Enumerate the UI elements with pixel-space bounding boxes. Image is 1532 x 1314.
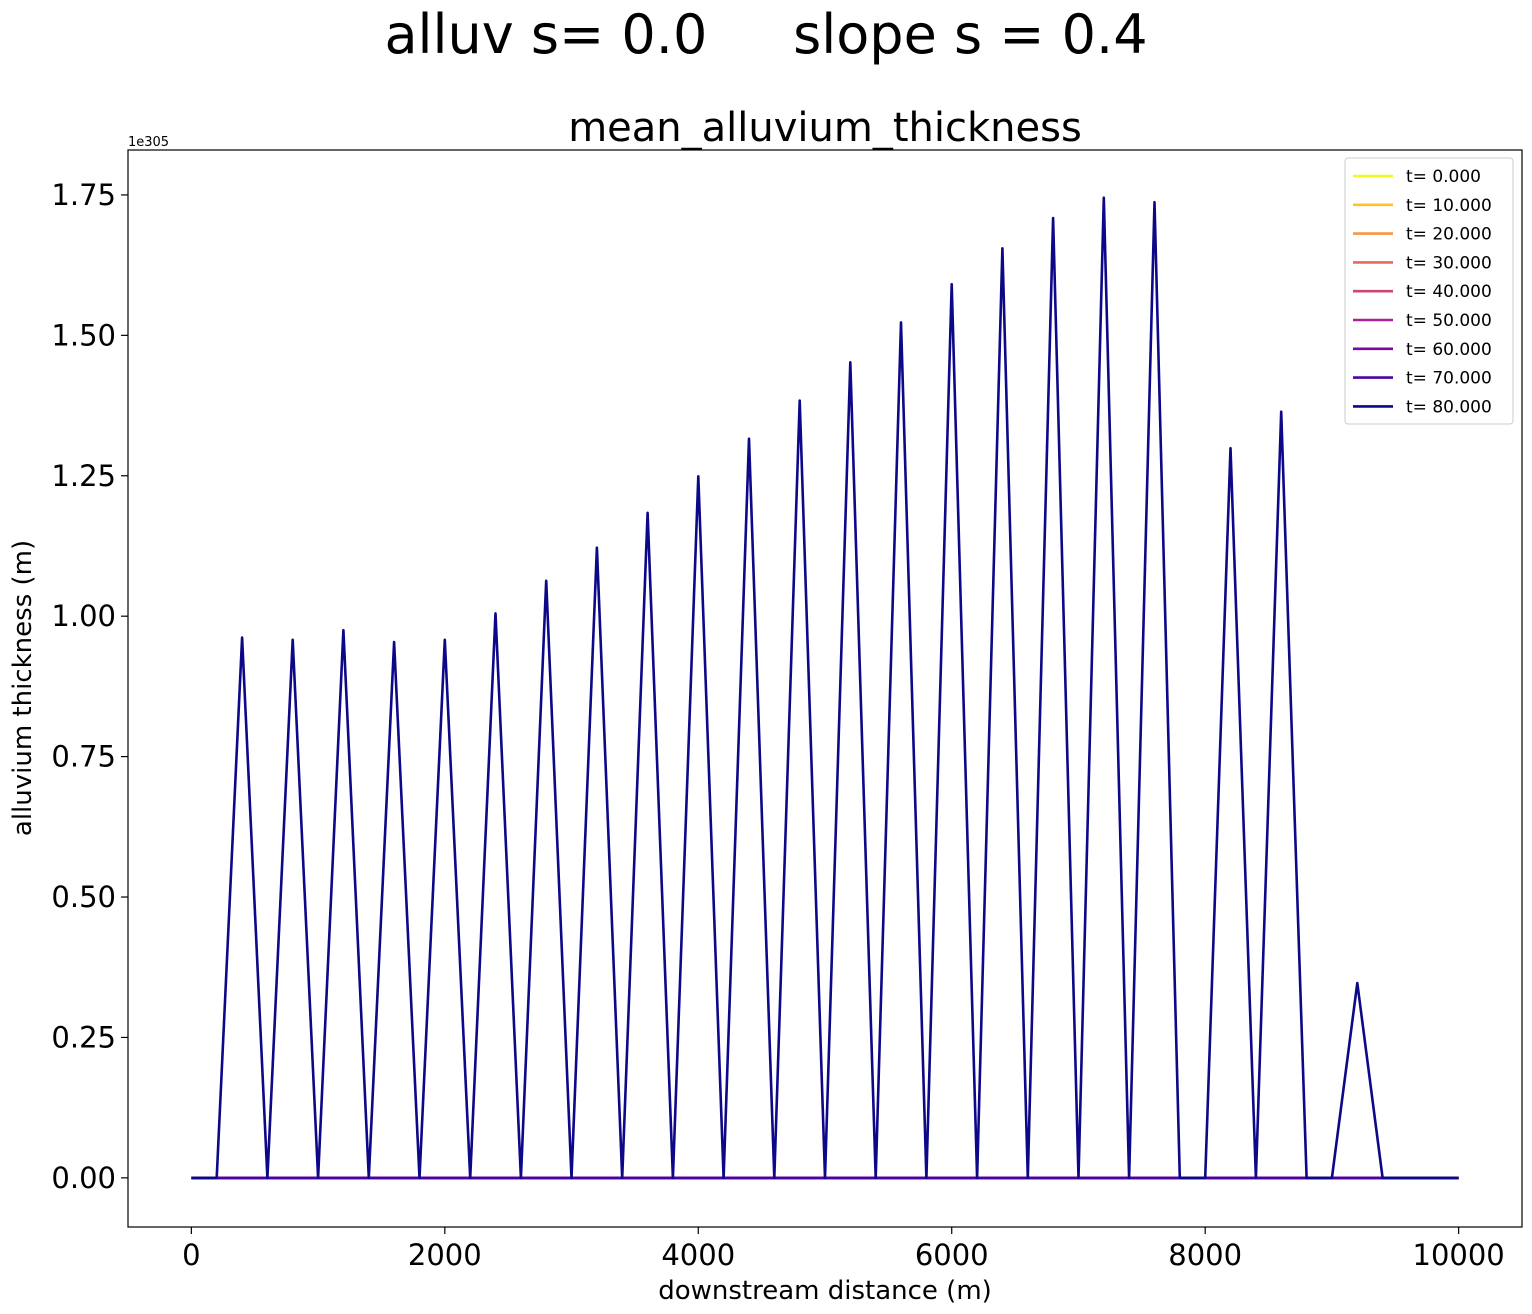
legend-label-5: t= 50.000 — [1406, 311, 1492, 331]
x-tick-label: 2000 — [408, 1238, 482, 1272]
x-axis: 0 2000 4000 6000 8000 10000 — [182, 1227, 1505, 1272]
figure-suptitle: alluv s= 0.0 slope s = 0.4 — [384, 3, 1148, 66]
x-axis-label: downstream distance (m) — [658, 1276, 992, 1306]
legend-label-2: t= 20.000 — [1406, 225, 1492, 245]
plot-title: mean_alluvium_thickness — [568, 105, 1082, 151]
x-tick-label: 6000 — [915, 1238, 989, 1272]
legend: t= 0.000 t= 10.000 t= 20.000 t= 30.000 t= 40… — [1344, 157, 1514, 425]
y-offset-label: 1e305 — [128, 135, 169, 150]
legend-label-7: t= 70.000 — [1406, 369, 1492, 389]
series-layer — [191, 196, 1459, 1180]
legend-frame — [1344, 157, 1514, 425]
x-tick-label: 4000 — [661, 1238, 735, 1272]
y-tick-label: 1.25 — [51, 459, 116, 493]
plot-area — [128, 150, 1522, 1227]
y-tick-label: 1.50 — [51, 318, 116, 352]
y-tick-label: 0.50 — [51, 880, 116, 914]
legend-label-8: t= 80.000 — [1406, 397, 1492, 417]
y-axis-label: alluvium thickness (m) — [8, 540, 38, 836]
y-axis: 0.00 0.25 0.50 0.75 1.00 1.25 1.50 1.75 — [51, 178, 128, 1195]
series-line-8 — [191, 196, 1459, 1180]
plot-frame — [127, 149, 1523, 1228]
y-tick-label: 1.75 — [51, 178, 116, 212]
x-tick-label: 10000 — [1413, 1238, 1505, 1272]
legend-label-6: t= 60.000 — [1406, 340, 1492, 360]
legend-label-4: t= 40.000 — [1406, 282, 1492, 302]
y-tick-label: 0.75 — [51, 740, 116, 774]
y-tick-label: 0.25 — [51, 1020, 116, 1054]
y-tick-label: 1.00 — [51, 599, 116, 633]
x-tick-label: 0 — [182, 1238, 200, 1272]
legend-label-1: t= 10.000 — [1406, 196, 1492, 216]
legend-label-0: t= 0.000 — [1406, 167, 1481, 187]
x-tick-label: 8000 — [1168, 1238, 1242, 1272]
y-tick-label: 0.00 — [51, 1161, 116, 1195]
legend-label-3: t= 30.000 — [1406, 253, 1492, 273]
